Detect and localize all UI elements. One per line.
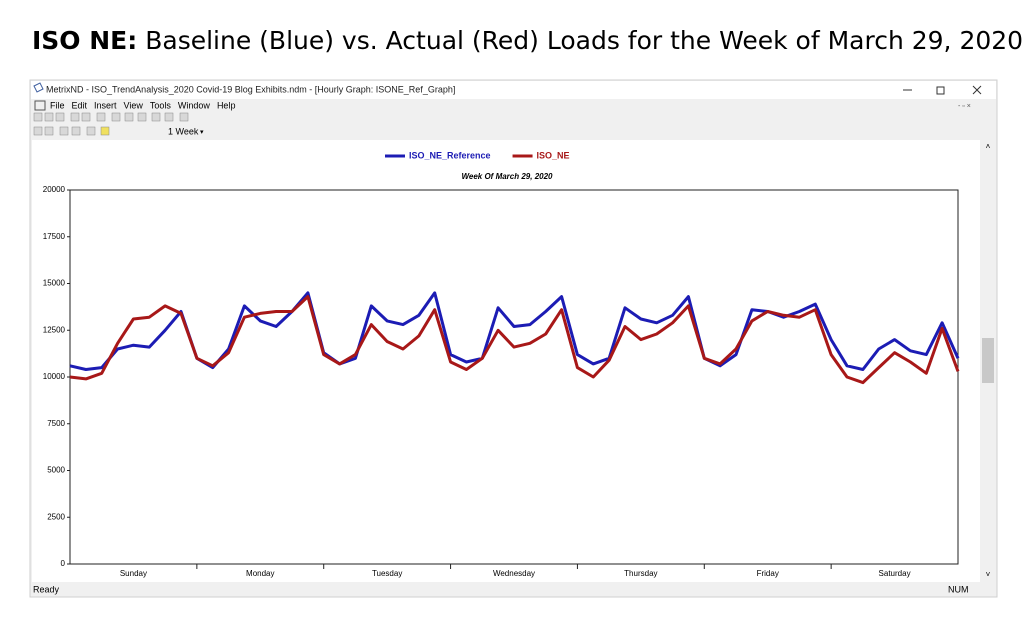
y-tick-label: 17500 [43, 232, 66, 241]
title-bar [31, 81, 996, 99]
chart-pane [32, 140, 980, 582]
x-tick-label: Friday [757, 569, 779, 578]
menu-item[interactable]: Window [178, 100, 211, 110]
menu-item[interactable]: Edit [72, 100, 88, 110]
scroll-down[interactable]: ˅ [986, 570, 991, 579]
x-tick-label: Saturday [879, 569, 911, 578]
menu-item[interactable]: Help [217, 100, 236, 110]
close-button[interactable] [972, 85, 982, 95]
legend-label: ISO_NE [537, 150, 570, 160]
status-right: NUM [948, 584, 969, 594]
window-title: MetrixND - ISO_TrendAnalysis_2020 Covid-… [46, 84, 455, 94]
menu-item[interactable]: Insert [94, 100, 117, 110]
menu-item[interactable]: View [124, 100, 144, 110]
menu-bar: File Edit Insert View Tools Window Help [50, 100, 235, 110]
legend-label: ISO_NE_Reference [409, 150, 491, 160]
heading-rest: Baseline (Blue) vs. Actual (Red) Loads f… [145, 26, 1023, 55]
scroll-thumb[interactable] [982, 338, 994, 383]
y-tick-label: 12500 [43, 325, 66, 334]
scroll-up[interactable]: ˄ [986, 142, 991, 151]
status-left: Ready [33, 584, 60, 594]
y-tick-label: 2500 [47, 512, 65, 521]
toolbar [33, 112, 189, 136]
doc-icon [34, 100, 46, 111]
menu-item[interactable]: File [50, 100, 65, 110]
x-tick-label: Sunday [120, 569, 147, 578]
series-line [69, 295, 960, 385]
x-tick-label: Thursday [624, 569, 657, 578]
app-icon [33, 82, 44, 93]
y-tick-label: 5000 [47, 466, 65, 475]
y-tick-label: 10000 [43, 372, 66, 381]
x-tick-label: Monday [246, 569, 274, 578]
restore-button[interactable] [936, 86, 945, 95]
y-tick-label: 15000 [43, 279, 66, 288]
heading-bold: ISO NE: [32, 26, 137, 55]
x-tick-label: Wednesday [493, 569, 535, 578]
page-heading: ISO NE: Baseline (Blue) vs. Actual (Red)… [32, 26, 1023, 55]
period-arrow[interactable]: ▾ [200, 129, 204, 136]
chart-subtitle: Week Of March 29, 2020 [461, 172, 553, 181]
x-tick-label: Tuesday [372, 569, 402, 578]
y-tick-label: 0 [61, 559, 66, 568]
child-controls[interactable]: - ▫ × [958, 103, 971, 110]
y-tick-label: 7500 [47, 419, 65, 428]
y-tick-label: 20000 [43, 185, 66, 194]
menu-item[interactable]: Tools [150, 100, 172, 110]
period-select[interactable]: 1 Week [168, 126, 199, 136]
